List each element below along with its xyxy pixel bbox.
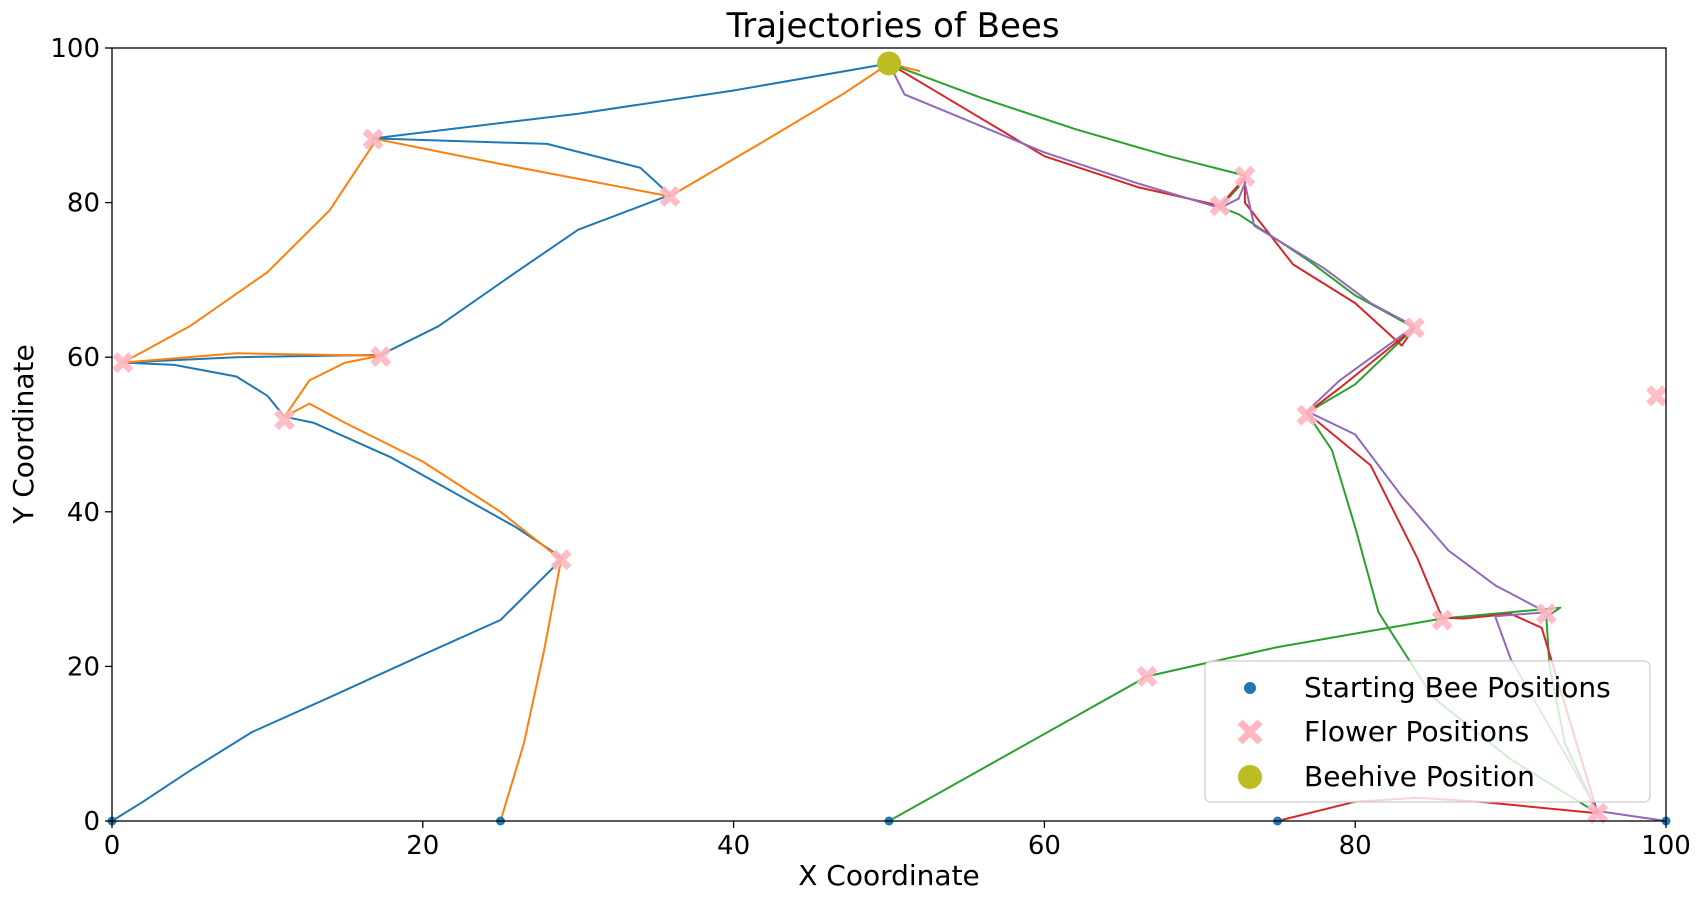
flower-marker-12 [1431,609,1453,631]
flower-marker-15 [1646,385,1668,407]
trajectory-line-1 [111,62,890,822]
legend-item-beehive: Beehive Position [1304,760,1535,793]
x-tick-label: 20 [406,831,439,861]
legend-item-starting-bees: Starting Bee Positions [1304,671,1611,704]
y-axis-ticks: 0 20 40 60 80 100 [50,34,112,837]
legend-bee-marker [1244,682,1256,694]
flower-marker-5 [550,549,572,571]
legend: Starting Bee Positions Flower Positions … [1204,660,1651,803]
x-tick-label: 60 [1028,831,1061,861]
legend-hive-marker [1238,765,1262,789]
flower-marker-7 [1136,665,1158,687]
legend-box [1204,660,1651,803]
legend-item-flowers: Flower Positions [1304,715,1529,748]
flower-marker-10 [1296,404,1318,426]
markers-layer [107,51,1671,826]
y-tick-label: 40 [67,498,100,528]
x-axis-ticks: 0 20 40 60 80 100 [104,821,1691,861]
flower-marker-4 [370,345,392,367]
legend-flower-marker [1237,719,1263,745]
beehive-point [877,51,901,76]
flower-marker-9 [1234,165,1256,187]
x-axis-label: X Coordinate [798,859,980,892]
plot-frame [111,47,1667,822]
x-tick-label: 40 [717,831,750,861]
y-tick-label: 60 [67,343,100,373]
chart-title: Trajectories of Bees [725,6,1059,46]
flower-marker-8 [1209,195,1231,217]
flower-marker-3 [362,128,384,150]
y-tick-label: 0 [83,807,100,837]
x-tick-label: 0 [104,831,121,861]
flower-marker-13 [1535,603,1557,625]
trajectory-line-4 [888,62,1599,822]
y-tick-label: 80 [67,189,100,219]
flower-marker-6 [659,185,681,207]
flower-marker-11 [1403,317,1425,339]
y-tick-label: 100 [50,34,100,64]
flower-marker-2 [274,409,295,431]
flower-marker-14 [1587,802,1609,824]
x-tick-label: 100 [1641,831,1691,861]
flower-marker-1 [112,352,134,374]
trajectory-line-2 [121,62,921,822]
y-tick-label: 20 [67,652,100,682]
x-tick-label: 80 [1339,831,1372,861]
y-axis-label: Y Coordinate [7,344,40,525]
